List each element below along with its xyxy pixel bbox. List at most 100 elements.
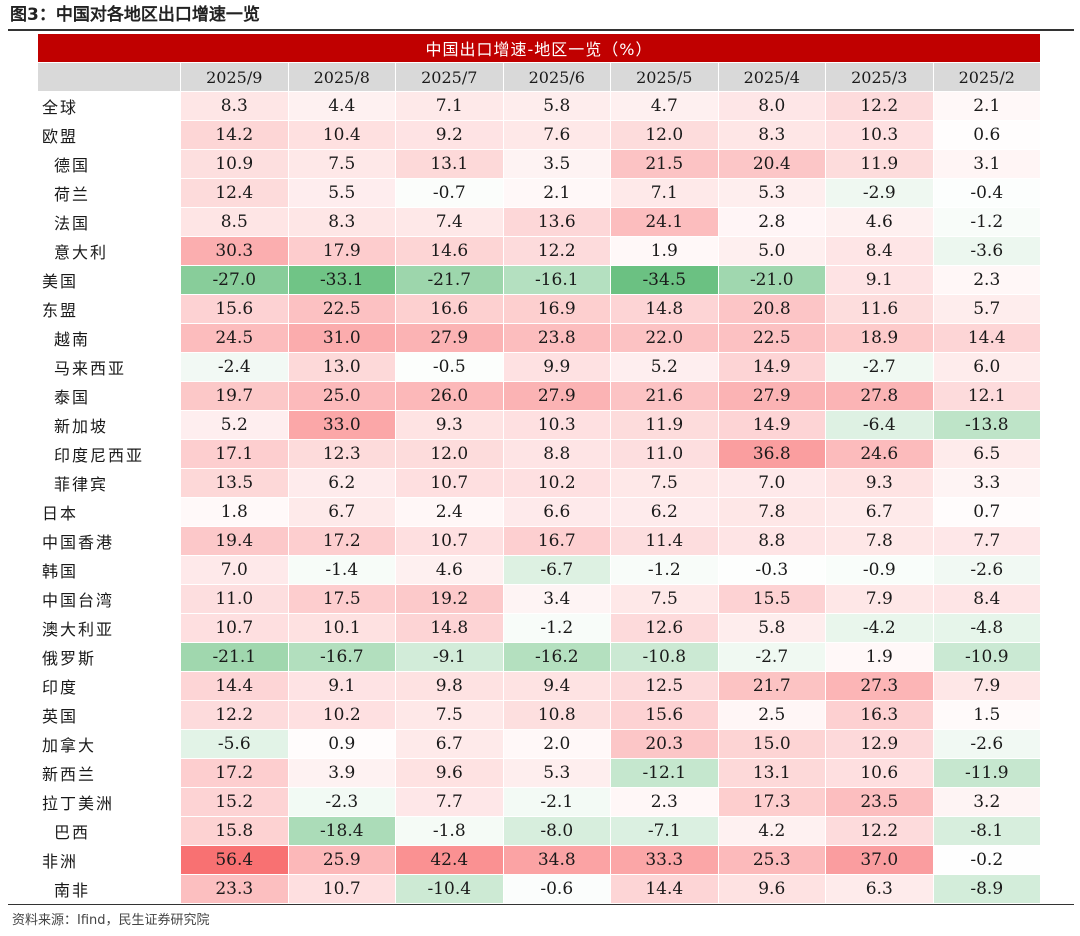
row-label: 新加坡 bbox=[37, 410, 181, 440]
table-body: 全球 8.3 4.4 7.1 5.8 4.7 8.0 12.2 2.1 欧盟 14.2 10.4 9.2… bbox=[37, 91, 1042, 904]
row-label: 泰国 bbox=[37, 381, 181, 411]
heat-cell: 5.8 bbox=[717, 613, 826, 643]
row-label: 拉丁美洲 bbox=[37, 787, 181, 817]
heat-cell: 10.2 bbox=[287, 700, 396, 730]
heat-cell: -16.7 bbox=[287, 642, 396, 672]
table-row: 中国台湾 11.0 17.5 19.2 3.4 7.5 15.5 7.9 8.4 bbox=[37, 584, 1042, 614]
heat-cell: 2.3 bbox=[610, 787, 719, 817]
title-rule bbox=[8, 29, 1074, 31]
heat-cell: 9.1 bbox=[825, 265, 934, 295]
heat-cell: -0.3 bbox=[717, 555, 826, 585]
heat-cell: 23.3 bbox=[180, 874, 289, 904]
heat-cell: 3.3 bbox=[932, 468, 1042, 498]
heat-cell: -33.1 bbox=[287, 265, 396, 295]
heat-cell: 17.5 bbox=[287, 584, 396, 614]
heat-cell: -1.8 bbox=[395, 816, 504, 846]
row-label: 中国香港 bbox=[37, 526, 181, 556]
source-note: 资料来源：Ifind，民生证券研究院 bbox=[12, 913, 210, 928]
heat-cell: 56.4 bbox=[180, 845, 289, 875]
heat-cell: 0.7 bbox=[932, 497, 1042, 527]
heat-cell: 9.1 bbox=[287, 671, 396, 701]
heat-cell: 12.3 bbox=[287, 439, 396, 469]
heat-cell: 0.9 bbox=[287, 729, 396, 759]
heat-cell: 2.5 bbox=[717, 700, 826, 730]
table-row: 印度尼西亚 17.1 12.3 12.0 8.8 11.0 36.8 24.6 6.5 bbox=[37, 439, 1042, 469]
heat-cell: 25.3 bbox=[717, 845, 826, 875]
heat-cell: 3.1 bbox=[932, 149, 1042, 179]
corner-cell bbox=[37, 62, 181, 92]
heat-cell: 27.9 bbox=[717, 381, 826, 411]
heat-cell: 8.3 bbox=[180, 91, 289, 121]
row-label: 俄罗斯 bbox=[37, 642, 181, 672]
heat-cell: 3.9 bbox=[287, 758, 396, 788]
heat-cell: 14.9 bbox=[717, 352, 826, 382]
heat-cell: 0.6 bbox=[932, 120, 1042, 150]
heat-cell: 8.0 bbox=[717, 91, 826, 121]
heat-cell: -2.9 bbox=[825, 178, 934, 208]
heat-cell: 2.1 bbox=[502, 178, 611, 208]
heat-cell: -9.1 bbox=[395, 642, 504, 672]
heat-cell: 6.6 bbox=[502, 497, 611, 527]
heat-cell: 24.1 bbox=[610, 207, 719, 237]
table-row: 拉丁美洲 15.2 -2.3 7.7 -2.1 2.3 17.3 23.5 3.2 bbox=[37, 787, 1042, 817]
heat-cell: 5.2 bbox=[180, 410, 289, 440]
heat-cell: 5.2 bbox=[610, 352, 719, 382]
heat-cell: 12.0 bbox=[610, 120, 719, 150]
table-row: 越南 24.5 31.0 27.9 23.8 22.0 22.5 18.9 14.4 bbox=[37, 323, 1042, 353]
table-row: 澳大利亚 10.7 10.1 14.8 -1.2 12.6 5.8 -4.2 -4.8 bbox=[37, 613, 1042, 643]
table-row: 菲律宾 13.5 6.2 10.7 10.2 7.5 7.0 9.3 3.3 bbox=[37, 468, 1042, 498]
heat-cell: 7.0 bbox=[180, 555, 289, 585]
row-label: 加拿大 bbox=[37, 729, 181, 759]
heat-cell: -21.7 bbox=[395, 265, 504, 295]
heat-cell: 23.8 bbox=[502, 323, 611, 353]
heat-cell: -0.5 bbox=[395, 352, 504, 382]
heat-cell: 19.2 bbox=[395, 584, 504, 614]
table-row: 新加坡 5.2 33.0 9.3 10.3 11.9 14.9 -6.4 -13.8 bbox=[37, 410, 1042, 440]
row-label: 菲律宾 bbox=[37, 468, 181, 498]
heat-cell: 14.4 bbox=[610, 874, 719, 904]
heat-cell: 2.1 bbox=[932, 91, 1042, 121]
heat-cell: -2.1 bbox=[502, 787, 611, 817]
heat-cell: -1.4 bbox=[287, 555, 396, 585]
column-header: 2025/6 bbox=[502, 62, 611, 92]
bottom-rule bbox=[8, 904, 1074, 905]
heatmap-table: 中国出口增速-地区一览（%） 2025/9 2025/8 2025/7 2025/6 2… bbox=[36, 33, 1042, 904]
heat-cell: -2.4 bbox=[180, 352, 289, 382]
heat-cell: 25.0 bbox=[287, 381, 396, 411]
heat-cell: 16.6 bbox=[395, 294, 504, 324]
heat-cell: 6.7 bbox=[287, 497, 396, 527]
heat-cell: 6.5 bbox=[932, 439, 1042, 469]
row-label: 澳大利亚 bbox=[37, 613, 181, 643]
heat-cell: 8.8 bbox=[502, 439, 611, 469]
heat-cell: 15.0 bbox=[717, 729, 826, 759]
heat-cell: 17.3 bbox=[717, 787, 826, 817]
heat-cell: -0.6 bbox=[502, 874, 611, 904]
heat-cell: -4.2 bbox=[825, 613, 934, 643]
heat-cell: 10.7 bbox=[287, 874, 396, 904]
heat-cell: 7.0 bbox=[717, 468, 826, 498]
heat-cell: 9.4 bbox=[502, 671, 611, 701]
heat-cell: 11.0 bbox=[610, 439, 719, 469]
table-row: 法国 8.5 8.3 7.4 13.6 24.1 2.8 4.6 -1.2 bbox=[37, 207, 1042, 237]
table-row: 非洲 56.4 25.9 42.4 34.8 33.3 25.3 37.0 -0.2 bbox=[37, 845, 1042, 875]
column-header: 2025/4 bbox=[717, 62, 826, 92]
heat-cell: 26.0 bbox=[395, 381, 504, 411]
heat-cell: 15.6 bbox=[180, 294, 289, 324]
heat-cell: 11.0 bbox=[180, 584, 289, 614]
heat-cell: 10.1 bbox=[287, 613, 396, 643]
heat-cell: 12.2 bbox=[502, 236, 611, 266]
heat-cell: 17.1 bbox=[180, 439, 289, 469]
table-title: 中国出口增速-地区一览（%） bbox=[36, 33, 1042, 63]
heat-cell: 13.0 bbox=[287, 352, 396, 382]
heat-cell: 30.3 bbox=[180, 236, 289, 266]
row-label: 印度尼西亚 bbox=[37, 439, 181, 469]
heat-cell: 31.0 bbox=[287, 323, 396, 353]
heat-cell: 27.9 bbox=[395, 323, 504, 353]
heat-cell: 5.5 bbox=[287, 178, 396, 208]
heat-cell: 9.2 bbox=[395, 120, 504, 150]
heat-cell: 6.2 bbox=[610, 497, 719, 527]
heat-cell: -6.4 bbox=[825, 410, 934, 440]
column-header: 2025/5 bbox=[610, 62, 719, 92]
heat-cell: 16.3 bbox=[825, 700, 934, 730]
row-label: 法国 bbox=[37, 207, 181, 237]
